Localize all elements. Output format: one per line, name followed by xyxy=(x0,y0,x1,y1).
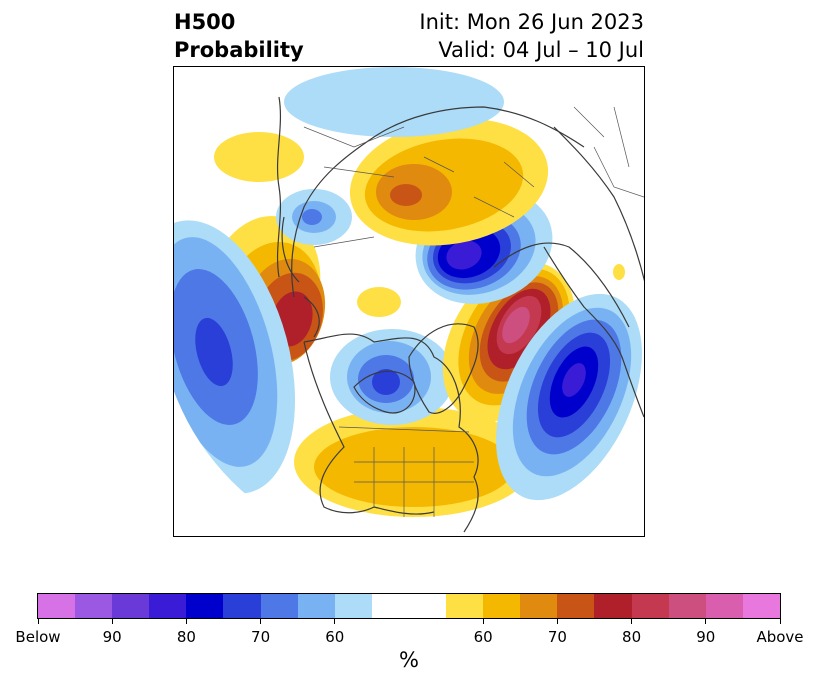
colorbar-tick-label: Above xyxy=(756,628,804,646)
colorbar-unit: % xyxy=(399,648,419,672)
anomaly-below-hudson xyxy=(330,329,454,425)
colorbar-tick-mark xyxy=(631,619,633,624)
coastlines xyxy=(276,96,644,533)
colorbar-segment xyxy=(557,594,595,618)
colorbar-tick-mark xyxy=(705,619,707,624)
colorbar-tick-mark xyxy=(334,619,336,624)
colorbar-segment xyxy=(631,594,669,618)
colorbar-segment xyxy=(112,594,150,618)
political-borders xyxy=(303,106,644,517)
anomaly-below-pacific xyxy=(174,220,296,494)
colorbar-segment xyxy=(520,594,558,618)
colorbar-tick-mark xyxy=(260,619,262,624)
map-canvas xyxy=(174,67,644,533)
colorbar-tick-label: 80 xyxy=(176,628,196,646)
colorbar-segment xyxy=(668,594,706,618)
colorbar-segment xyxy=(334,594,372,618)
anomaly-above-siberia xyxy=(349,118,549,246)
anomaly-above-arctic xyxy=(357,287,401,317)
colorbar-tick-label: 60 xyxy=(473,628,493,646)
anomaly-below-far-east xyxy=(276,189,352,245)
colorbar-tick-mark xyxy=(779,619,781,624)
colorbar-tick-label: Below xyxy=(15,628,61,646)
map-title: H500 Probability xyxy=(174,8,304,64)
map-title-line1: H500 xyxy=(174,10,236,34)
colorbar-segment xyxy=(408,594,447,618)
anomaly-below-europe xyxy=(496,293,642,501)
colorbar-segment xyxy=(483,594,521,618)
init-date: Init: Mon 26 Jun 2023 xyxy=(419,10,644,34)
colorbar-segment xyxy=(149,594,187,618)
colorbar-tick-mark xyxy=(482,619,484,624)
colorbar-tick-label: 90 xyxy=(696,628,716,646)
colorbar-tick-mark xyxy=(185,619,187,624)
colorbar-segment xyxy=(75,594,113,618)
colorbar-segment xyxy=(742,594,780,618)
colorbar-tick-mark xyxy=(111,619,113,624)
colorbar xyxy=(37,593,781,619)
colorbar-tick-label: 70 xyxy=(251,628,271,646)
colorbar-tick-label: 90 xyxy=(102,628,122,646)
anomaly-above-mongolia xyxy=(214,132,304,182)
colorbar-segment xyxy=(38,594,76,618)
colorbar-segment xyxy=(594,594,632,618)
colorbar-segment xyxy=(705,594,743,618)
colorbar-segment xyxy=(186,594,224,618)
colorbar-segment xyxy=(223,594,261,618)
probability-map xyxy=(173,66,645,537)
colorbar-segment xyxy=(446,594,484,618)
colorbar-tick-label: 80 xyxy=(622,628,642,646)
colorbar-tick-label: 60 xyxy=(325,628,345,646)
colorbar-tick-mark xyxy=(556,619,558,624)
valid-period: Valid: 04 Jul – 10 Jul xyxy=(438,38,644,62)
colorbar-tick-label: 70 xyxy=(547,628,567,646)
anomaly-above-mediterranean xyxy=(613,264,625,280)
colorbar-segment xyxy=(260,594,298,618)
colorbar-tick-mark xyxy=(37,619,39,624)
map-title-line2: Probability xyxy=(174,38,304,62)
forecast-dates: Init: Mon 26 Jun 2023 Valid: 04 Jul – 10… xyxy=(419,8,644,64)
colorbar-segment xyxy=(297,594,335,618)
colorbar-segment xyxy=(371,594,409,618)
anomaly-below-north-asia xyxy=(284,67,504,137)
